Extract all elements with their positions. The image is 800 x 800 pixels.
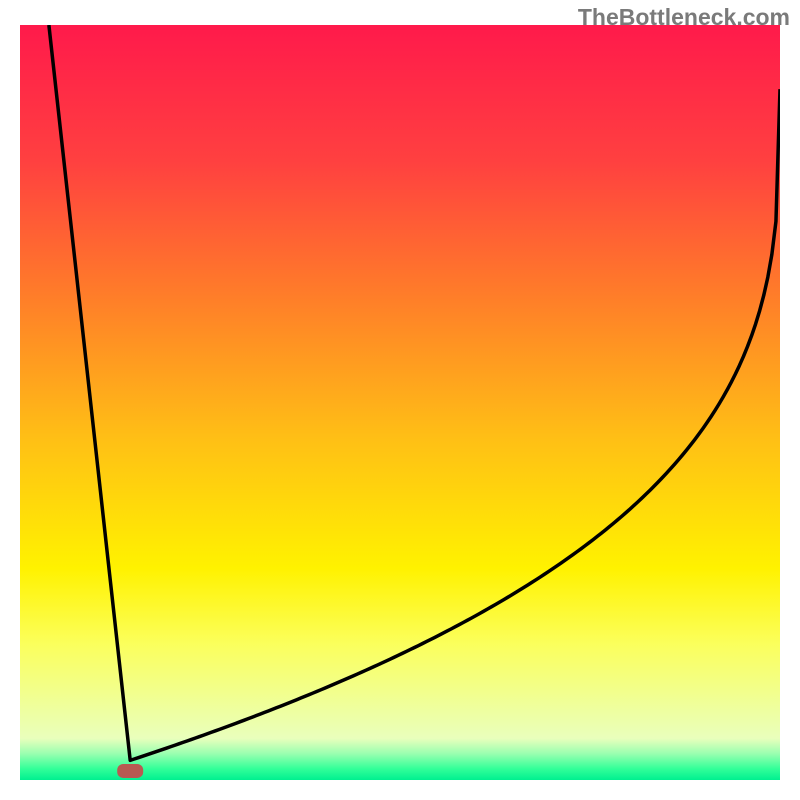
chart-canvas: TheBottleneck.com xyxy=(0,0,800,800)
optimum-marker xyxy=(117,764,143,778)
bottleneck-chart xyxy=(20,25,780,780)
gradient-background xyxy=(20,25,780,780)
watermark-text: TheBottleneck.com xyxy=(578,4,790,31)
